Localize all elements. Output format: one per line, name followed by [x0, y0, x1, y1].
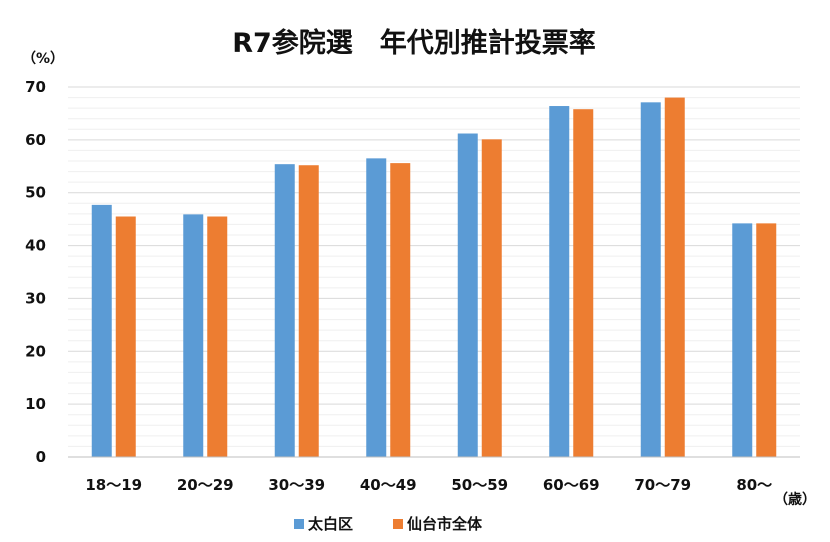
- y-tick-label: 40: [25, 237, 46, 255]
- y-tick-label: 70: [25, 78, 46, 96]
- bar-taihaku: [549, 106, 570, 458]
- y-tick-label: 30: [25, 289, 46, 307]
- x-axis-ticks: 18～19 20～29 30～39 40～49 50～59 60～69 70～79 80～: [85, 476, 772, 494]
- bar-sendai-city: [390, 163, 411, 457]
- bar-taihaku: [274, 164, 295, 457]
- bar-taihaku: [183, 214, 204, 457]
- chart-title: R7参院選 年代別推計投票率: [232, 27, 596, 59]
- bar-taihaku: [366, 158, 387, 457]
- legend-swatch-taihaku: [294, 519, 304, 529]
- y-axis-unit-label: （%）: [22, 51, 64, 67]
- y-tick-label: 60: [25, 131, 46, 149]
- bar-sendai-city: [664, 97, 685, 458]
- bars: [91, 97, 777, 458]
- legend-label-sendai-city: 仙台市全体: [407, 515, 483, 533]
- x-tick-label: 60～69: [543, 476, 600, 494]
- x-tick-label: 70～79: [634, 476, 691, 494]
- bar-taihaku: [732, 223, 753, 457]
- x-tick-label: 40～49: [360, 476, 417, 494]
- x-tick-label: 20～29: [177, 476, 234, 494]
- y-axis-ticks: 0 10 20 30 40 50 60 70: [25, 78, 46, 466]
- x-axis-unit-label: （歳）: [774, 491, 816, 508]
- bar-sendai-city: [756, 223, 777, 457]
- x-tick-label: 80～: [736, 476, 772, 494]
- y-tick-label: 0: [36, 448, 46, 466]
- bar-sendai-city: [298, 165, 319, 457]
- bar-sendai-city: [481, 139, 502, 458]
- legend-swatch-sendai-city: [393, 519, 403, 529]
- y-tick-label: 50: [25, 184, 46, 202]
- x-tick-label: 50～59: [451, 476, 508, 494]
- bar-sendai-city: [115, 216, 136, 457]
- x-tick-label: 30～39: [268, 476, 325, 494]
- y-tick-label: 20: [25, 342, 46, 360]
- legend: 太白区 仙台市全体: [294, 515, 483, 533]
- x-tick-label: 18～19: [85, 476, 142, 494]
- gridlines: [68, 86, 800, 447]
- bar-taihaku: [640, 102, 661, 457]
- bar-sendai-city: [207, 216, 228, 457]
- bar-taihaku: [457, 133, 478, 457]
- bar-sendai-city: [573, 109, 594, 457]
- legend-label-taihaku: 太白区: [308, 515, 353, 533]
- y-tick-label: 10: [25, 395, 46, 413]
- bar-taihaku: [91, 204, 112, 457]
